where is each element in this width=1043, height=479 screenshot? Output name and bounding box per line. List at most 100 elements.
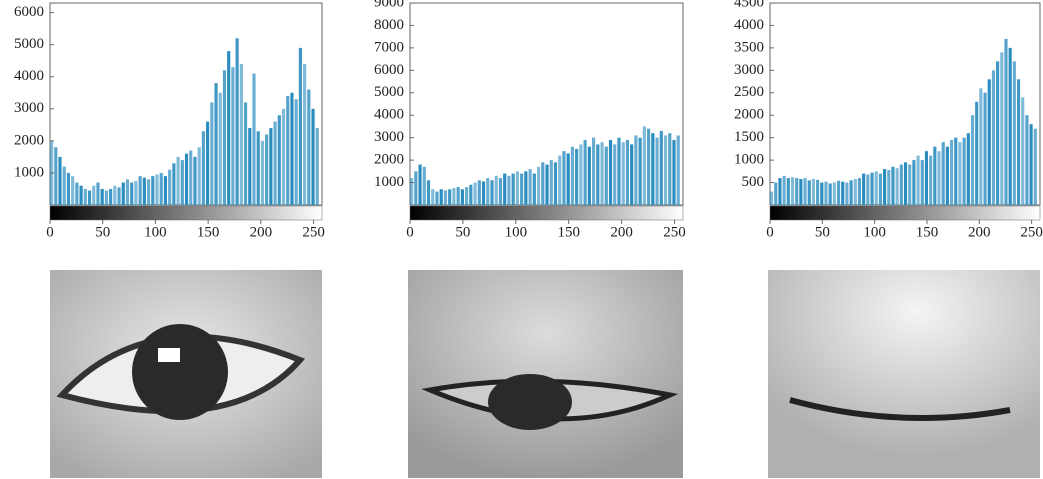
bar: [634, 135, 638, 205]
bar: [991, 70, 995, 205]
y-tick-label: 6000: [14, 4, 44, 20]
y-tick-label: 3000: [374, 129, 404, 145]
bar: [117, 187, 121, 205]
bar: [138, 176, 142, 205]
bar: [172, 163, 176, 205]
bar: [878, 173, 882, 205]
bar: [1025, 115, 1029, 205]
bar: [227, 51, 231, 205]
bar: [558, 155, 562, 205]
bar: [857, 178, 862, 205]
bar: [996, 61, 1000, 205]
bar: [553, 162, 558, 205]
bar: [490, 180, 494, 205]
bar: [159, 172, 163, 205]
bar: [536, 166, 541, 205]
x-tick-label: 250: [302, 224, 325, 240]
y-tick-label: 2000: [14, 132, 44, 148]
bar: [239, 63, 243, 205]
bar: [443, 190, 448, 205]
bar: [260, 140, 265, 205]
bar: [210, 102, 214, 205]
bar: [958, 142, 962, 205]
y-tick-label: 2000: [374, 152, 404, 168]
x-tick-label: 100: [863, 224, 886, 240]
bar: [1012, 61, 1016, 205]
bar: [96, 182, 100, 205]
y-tick-label: 3500: [734, 39, 764, 55]
bar: [243, 102, 248, 205]
y-tick-label: 1000: [734, 152, 764, 168]
bar: [899, 164, 903, 205]
y-tick-label: 5000: [14, 36, 44, 52]
bar: [439, 189, 443, 205]
bar: [180, 160, 184, 205]
bar: [579, 144, 583, 205]
bar: [608, 139, 613, 205]
bar: [883, 169, 887, 205]
x-tick-label: 0: [766, 224, 774, 240]
bar: [979, 88, 983, 205]
eye-photo-open: [50, 270, 322, 478]
bar: [651, 133, 655, 205]
x-tick-label: 150: [197, 224, 220, 240]
bar: [494, 175, 498, 205]
bar: [962, 137, 966, 205]
bar: [265, 134, 269, 205]
bar: [987, 79, 991, 205]
bar: [142, 177, 146, 205]
bar: [799, 178, 803, 205]
bar: [596, 144, 600, 205]
bar: [151, 176, 155, 205]
bar: [592, 137, 596, 205]
bar: [807, 180, 811, 205]
bar: [562, 151, 566, 205]
bar: [937, 151, 941, 205]
bar: [66, 172, 71, 205]
bar: [945, 146, 949, 205]
y-tick-label: 3000: [14, 100, 44, 116]
bar: [176, 156, 180, 205]
bar: [786, 178, 790, 205]
bar: [134, 180, 138, 205]
bar: [79, 185, 83, 205]
bar: [269, 128, 273, 205]
bar: [235, 38, 239, 206]
bar: [929, 155, 933, 205]
bar: [109, 188, 113, 205]
bar: [286, 95, 290, 205]
bar: [908, 164, 912, 205]
bar: [460, 189, 464, 205]
bar: [315, 128, 319, 205]
bar: [795, 178, 799, 205]
y-tick-label: 1000: [14, 164, 44, 180]
bar: [912, 160, 916, 205]
y-tick-label: 5000: [374, 84, 404, 100]
bar: [642, 126, 646, 205]
bar: [532, 173, 536, 205]
bar: [290, 92, 294, 205]
bar: [975, 101, 979, 205]
bar: [1000, 52, 1004, 205]
bar: [189, 150, 193, 205]
bar: [613, 144, 617, 205]
bar: [104, 190, 108, 205]
bar: [515, 171, 519, 205]
y-tick-label: 1500: [734, 129, 764, 145]
bar: [248, 128, 252, 205]
bar: [621, 142, 625, 205]
bar: [1004, 38, 1008, 206]
bar: [647, 128, 651, 205]
bar: [575, 148, 579, 205]
eye-photo-half: [408, 270, 683, 478]
bar: [887, 169, 891, 205]
bar: [520, 173, 524, 205]
bar: [426, 180, 431, 205]
x-tick-label: 150: [557, 224, 580, 240]
colorbar: [49, 205, 323, 221]
bar: [891, 166, 895, 205]
bar: [473, 182, 477, 205]
bar: [820, 182, 824, 205]
y-tick-label: 3000: [734, 62, 764, 78]
bar: [782, 175, 786, 205]
